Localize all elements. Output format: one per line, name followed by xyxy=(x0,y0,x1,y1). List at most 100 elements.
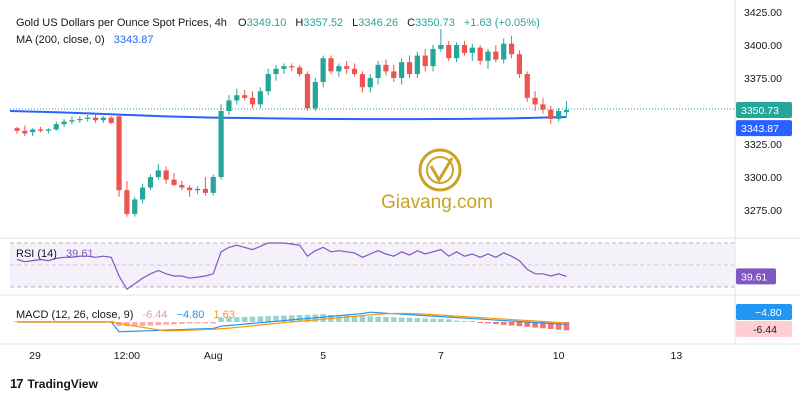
candle-body xyxy=(446,45,452,59)
candle xyxy=(242,89,248,101)
symbol-title[interactable]: Gold US Dollars per Ounce Spot Prices, 4… xyxy=(16,17,227,29)
macd-histogram-bar xyxy=(414,318,421,322)
candle xyxy=(461,41,468,56)
macd-histogram-bar xyxy=(273,315,279,322)
time-tick-label: 5 xyxy=(320,350,326,362)
candle-body xyxy=(124,190,130,214)
candle-body xyxy=(524,74,530,98)
macd-signal-value: 1.63 xyxy=(213,309,234,321)
macd-histogram-bar xyxy=(445,319,452,322)
macd-histogram-bar xyxy=(422,318,428,322)
macd-histogram-bar xyxy=(249,316,256,322)
candle xyxy=(351,63,358,77)
watermark-logo-inner xyxy=(426,156,454,184)
change-value: +1.63 (+0.05%) xyxy=(464,17,540,29)
macd-histogram-bar xyxy=(218,317,224,322)
candle-body xyxy=(179,184,185,188)
candle-body xyxy=(297,67,303,75)
candle xyxy=(14,126,20,134)
candle xyxy=(108,116,114,125)
macd-histogram-bar xyxy=(391,317,397,322)
candle-body xyxy=(469,47,475,53)
macd-hist-value: -6.44 xyxy=(142,309,167,321)
macd-histogram-bar xyxy=(438,318,444,322)
rsi-layer: 39.61 xyxy=(16,242,776,291)
candle xyxy=(30,128,36,137)
candle-body xyxy=(187,187,193,191)
candle xyxy=(273,64,279,81)
candle xyxy=(289,63,295,72)
macd-histogram-bar xyxy=(406,317,413,322)
time-tick-label: 29 xyxy=(29,350,41,362)
macd-histogram-bar xyxy=(343,315,350,322)
candle-body xyxy=(45,129,51,131)
watermark-logo-icon xyxy=(418,148,462,192)
macd-histogram-bar xyxy=(281,315,287,322)
candle xyxy=(194,186,201,195)
candle-body xyxy=(53,124,59,130)
time-tick-label: 12:00 xyxy=(114,350,140,362)
candle xyxy=(516,50,522,78)
macd-label[interactable]: MACD (12, 26, close, 9) xyxy=(16,309,133,321)
open-label: O xyxy=(238,17,247,29)
candle xyxy=(469,43,475,61)
macd-histogram-bar xyxy=(493,322,499,325)
candle-body xyxy=(249,97,256,105)
macd-layer: −4.80 -6.44 xyxy=(14,304,792,337)
ma-legend: MA (200, close, 0) 3343.87 xyxy=(16,34,153,46)
macd-histogram-bar xyxy=(477,322,483,323)
price-tick-label: 3375.00 xyxy=(744,73,782,85)
candle xyxy=(406,55,413,78)
candle-body xyxy=(430,48,436,67)
candle xyxy=(367,74,373,93)
time-tick-label: Aug xyxy=(204,350,223,362)
footer-brand[interactable]: 17 TradingView xyxy=(10,376,98,391)
low-value: 3346.26 xyxy=(358,17,398,29)
price-tick-label: 3300.00 xyxy=(744,172,782,184)
candle-body xyxy=(226,100,232,111)
chart-header: Gold US Dollars per Ounce Spot Prices, 4… xyxy=(16,17,540,29)
macd-histogram-bar xyxy=(367,316,374,322)
candle-body xyxy=(210,177,216,193)
close-label: C xyxy=(407,17,415,29)
candle xyxy=(297,64,303,77)
macd-tag-label: −4.80 xyxy=(755,307,782,319)
candle xyxy=(124,180,130,217)
macd-histogram-bar xyxy=(375,316,381,322)
macd-histogram-bar xyxy=(241,316,248,322)
candle-body xyxy=(155,170,161,177)
candle-body xyxy=(399,62,405,78)
macd-histogram-bar xyxy=(532,322,538,328)
macd-histogram-bar xyxy=(226,317,232,322)
macd-histogram-bar xyxy=(555,322,562,330)
macd-histogram-bar xyxy=(485,322,491,324)
ma-layer xyxy=(9,110,567,121)
ma-label[interactable]: MA (200, close, 0) xyxy=(16,34,105,46)
candle-body xyxy=(383,64,389,72)
candle xyxy=(171,173,177,187)
candle-body xyxy=(108,117,114,123)
macd-histogram-bar xyxy=(124,322,130,327)
candle xyxy=(226,95,232,115)
watermark-text: Giavang.com xyxy=(381,192,493,213)
candle xyxy=(485,48,491,69)
price-tick-label: 3425.00 xyxy=(744,7,782,19)
last-price-tag-label: 3350.73 xyxy=(741,105,779,117)
candle-body xyxy=(454,45,460,59)
candle-body xyxy=(414,55,420,75)
candle xyxy=(234,88,240,105)
macd-hist-tag-label: -6.44 xyxy=(753,324,777,336)
candle xyxy=(391,64,397,82)
brand-text: TradingView xyxy=(27,376,98,391)
macd-histogram-bar xyxy=(500,322,507,325)
candle xyxy=(532,91,538,111)
candle-body xyxy=(257,91,263,105)
candle-body xyxy=(140,187,146,200)
low-label: L xyxy=(352,17,358,29)
candle-body xyxy=(147,177,154,188)
candle xyxy=(399,58,405,85)
tradingview-logo-icon: 17 xyxy=(10,376,24,391)
candle xyxy=(304,71,311,111)
rsi-label[interactable]: RSI (14) xyxy=(16,248,57,260)
